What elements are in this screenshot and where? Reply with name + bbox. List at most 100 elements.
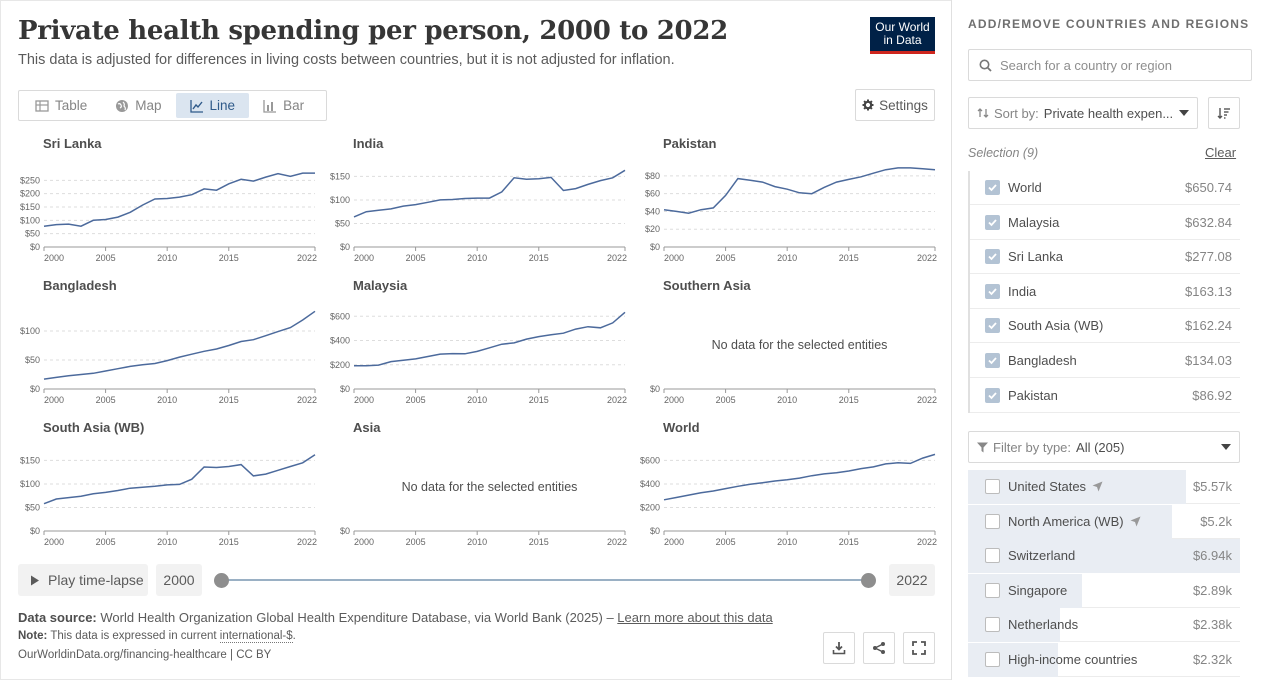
play-timelapse-button[interactable]: Play time-lapse	[18, 564, 148, 596]
entity-name: World	[1008, 180, 1042, 195]
source-label: Data source:	[18, 610, 97, 625]
value-bar	[968, 539, 1240, 574]
series-line[interactable]	[43, 172, 315, 227]
checkbox[interactable]	[985, 513, 1000, 529]
settings-button[interactable]: Settings	[855, 89, 935, 121]
globe-icon	[116, 99, 129, 112]
available-entity-row[interactable]: United States $5.57k	[968, 470, 1240, 504]
y-tick-label: $0	[650, 384, 660, 394]
entity-value: $2.32k	[1192, 652, 1232, 667]
logo-line-2: in Data	[883, 32, 922, 47]
checkbox[interactable]	[985, 479, 1000, 494]
selected-entity-row[interactable]: World $650.74	[968, 171, 1240, 205]
x-tick-label: 2022	[297, 395, 317, 405]
y-tick-label: $400	[640, 479, 660, 489]
y-tick-label: $600	[330, 311, 350, 321]
series-line[interactable]	[663, 453, 936, 501]
check-icon	[988, 288, 997, 296]
x-tick-label: 2000	[664, 395, 684, 405]
x-tick-label: 2005	[406, 537, 426, 547]
checkbox[interactable]	[985, 548, 1000, 564]
sort-dropdown[interactable]: Sort by: Private health expen...	[968, 97, 1198, 129]
y-tick-label: $200	[20, 189, 40, 199]
fullscreen-button[interactable]	[903, 632, 935, 664]
search-input[interactable]	[1000, 57, 1240, 73]
value-bar	[968, 504, 1172, 539]
sort-label: Sort by:	[994, 105, 1039, 121]
selected-entity-row[interactable]: Sri Lanka $277.08	[968, 240, 1240, 275]
selected-entity-row[interactable]: Bangladesh $134.03	[968, 344, 1240, 378]
x-tick-label: 2010	[467, 395, 487, 405]
series-line[interactable]	[663, 167, 936, 214]
value-bar	[968, 608, 1061, 643]
y-tick-label: $200	[330, 360, 350, 370]
end-year-box[interactable]: 2022	[889, 564, 935, 596]
selected-entity-row[interactable]: South Asia (WB) $162.24	[968, 309, 1240, 344]
series-line[interactable]	[354, 311, 626, 367]
available-entity-row[interactable]: Singapore $2.89k	[968, 573, 1240, 608]
owid-logo[interactable]: Our World in Data	[870, 17, 935, 54]
available-entity-row[interactable]: Switzerland $6.94k	[968, 539, 1240, 574]
location-arrow-icon	[1130, 516, 1141, 527]
download-button[interactable]	[823, 632, 855, 664]
checkbox[interactable]	[985, 283, 1000, 299]
checkbox[interactable]	[985, 582, 1000, 598]
tab-map[interactable]: Map	[101, 93, 175, 118]
selected-entity-row[interactable]: Pakistan $86.92	[968, 379, 1240, 413]
series-line[interactable]	[43, 310, 316, 380]
checkbox[interactable]	[985, 318, 1000, 334]
x-tick-label: 2010	[777, 253, 797, 263]
entity-name: Switzerland	[1008, 548, 1075, 563]
panel-title: Bangladesh	[43, 278, 117, 293]
checkbox[interactable]	[985, 353, 1000, 368]
x-tick-label: 2022	[607, 253, 627, 263]
start-year-box[interactable]: 2000	[156, 564, 202, 596]
available-entity-row[interactable]: High-income countries $2.32k	[968, 643, 1240, 677]
tab-table[interactable]: Table	[21, 93, 101, 118]
entity-value: $277.08	[1185, 249, 1232, 265]
no-data-message: No data for the selected entities	[402, 480, 578, 494]
series-line[interactable]	[353, 169, 626, 218]
series-line[interactable]	[43, 454, 316, 505]
entity-name: Malaysia	[1008, 214, 1060, 230]
filter-label: Filter by type:	[993, 439, 1072, 455]
clear-selection-link[interactable]: Clear	[1205, 145, 1237, 160]
x-tick-label: 2015	[219, 253, 239, 263]
tab-bar[interactable]: Bar	[249, 93, 318, 118]
selected-entity-row[interactable]: Malaysia $632.84	[968, 206, 1240, 240]
timeline-track[interactable]	[222, 579, 869, 581]
x-tick-label: 2022	[917, 537, 937, 547]
selection-count: Selection (9)	[968, 146, 1039, 160]
note-end: .	[292, 630, 296, 642]
checkbox[interactable]	[985, 249, 1000, 265]
learn-more-link[interactable]: Learn more about this data	[617, 610, 773, 625]
end-handle[interactable]	[861, 573, 876, 588]
entity-name: North America (WB)	[1008, 514, 1141, 529]
x-tick-label: 2010	[467, 253, 487, 263]
checkbox[interactable]	[985, 617, 1000, 633]
tab-line[interactable]: Line	[175, 93, 250, 118]
entity-name: Pakistan	[1008, 387, 1058, 403]
sort-order-button[interactable]	[1208, 97, 1240, 129]
share-button[interactable]	[863, 632, 895, 664]
entity-value: $650.74	[1185, 180, 1232, 195]
x-tick-label: 2022	[297, 253, 317, 263]
x-tick-label: 2005	[716, 253, 736, 263]
available-entity-row[interactable]: Netherlands $2.38k	[968, 608, 1240, 643]
available-entity-row[interactable]: North America (WB) $5.2k	[968, 504, 1240, 539]
international-dollar-term[interactable]: international-$	[219, 630, 293, 643]
play-icon	[31, 575, 39, 585]
checkbox[interactable]	[985, 387, 1000, 403]
search-box[interactable]	[968, 49, 1252, 81]
entity-name: Sri Lanka	[1008, 249, 1063, 265]
start-handle[interactable]	[214, 573, 229, 588]
x-tick-label: 2010	[157, 253, 177, 263]
value-bar	[968, 643, 1058, 677]
checkbox[interactable]	[985, 180, 1000, 195]
checkbox[interactable]	[985, 652, 1000, 667]
panel-title: India	[353, 136, 384, 151]
selected-entity-row[interactable]: India $163.13	[968, 275, 1240, 309]
x-tick-label: 2000	[354, 253, 374, 263]
filter-type-dropdown[interactable]: Filter by type: All (205)	[968, 431, 1240, 463]
checkbox[interactable]	[985, 214, 1000, 230]
